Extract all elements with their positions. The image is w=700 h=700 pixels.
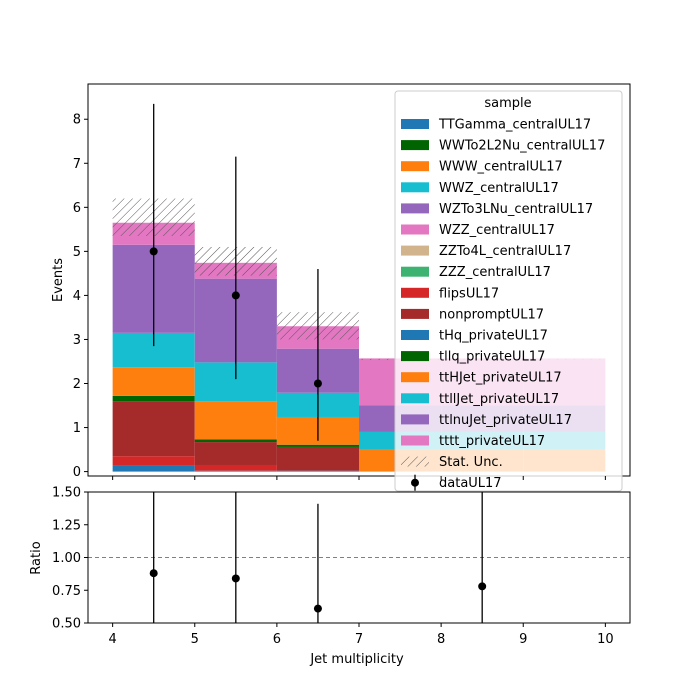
legend-label: ttllJet_privateUL17: [439, 392, 559, 407]
legend-frame: [394, 90, 623, 492]
legend-swatch: [401, 119, 429, 129]
histogram-bar: [112, 456, 195, 466]
legend-swatch: [401, 351, 429, 362]
legend-label: ttlnuJet_privateUL17: [439, 413, 572, 428]
ratio-y-tick-label: 1.25: [52, 518, 81, 533]
legend-label: ZZZ_centralUL17: [439, 265, 551, 280]
main-y-tick-label: 5: [73, 245, 81, 260]
histogram-bar: [112, 395, 195, 402]
legend-swatch: [401, 435, 429, 446]
histogram-bar: [112, 367, 195, 396]
legend-swatch: [401, 287, 429, 298]
legend-swatch: [401, 330, 429, 340]
ratio-y-tick-label: 1.00: [52, 551, 81, 566]
ratio-point: [313, 604, 322, 613]
histogram-bar: [194, 442, 277, 465]
legend-swatch: [401, 308, 429, 319]
x-tick-label: 7: [355, 632, 363, 647]
legend-title: sample: [484, 96, 531, 111]
legend-swatch: [401, 456, 429, 467]
data-point: [313, 379, 322, 388]
legend-label: tHq_privateUL17: [439, 329, 548, 344]
ratio-y-tick-label: 1.50: [52, 486, 81, 501]
main-y-tick-label: 1: [73, 421, 81, 436]
x-tick-label: 8: [437, 632, 445, 647]
legend-label: WZZ_centralUL17: [439, 223, 555, 238]
legend: sample TTGamma_centralUL17 WWTo2L2Nu_cent…: [394, 90, 623, 492]
legend-label: ZZTo4L_centralUL17: [439, 244, 571, 259]
histogram-bar: [194, 464, 277, 471]
histogram-bar: [276, 470, 359, 472]
legend-swatch: [401, 182, 429, 193]
legend-swatch: [401, 372, 429, 383]
legend-label: WZTo3LNu_centralUL17: [439, 202, 593, 217]
histogram-bar: [194, 401, 277, 440]
main-y-tick-label: 3: [73, 333, 81, 348]
x-tick-label: 6: [273, 632, 281, 647]
legend-swatch: [401, 393, 429, 404]
x-tick-label: 4: [108, 632, 116, 647]
ratio-point: [478, 582, 487, 591]
legend-entries: TTGamma_centralUL17 WWTo2L2Nu_centralUL17…: [401, 118, 605, 491]
data-point: [149, 247, 158, 256]
ratio-panel: 0.50 0.75 1.00 1.25 1.50 4 5 6 7 8 9 10 Ratio Jet …: [29, 476, 631, 667]
data-point: [231, 291, 240, 300]
ratio-y-tick-label: 0.50: [52, 617, 81, 632]
legend-swatch: [401, 140, 429, 151]
main-y-tick-label: 2: [73, 377, 81, 392]
x-ticks: 4 5 6 7 8 9 10: [108, 476, 614, 647]
ratio-y-axis-label: Ratio: [29, 541, 44, 574]
legend-label: nonpromptUL17: [439, 307, 544, 322]
ratio-y-tick-label: 0.75: [52, 584, 81, 599]
histogram-bar: [194, 470, 277, 472]
main-y-tick-label: 8: [73, 113, 81, 128]
x-axis-label: Jet multiplicity: [309, 652, 404, 667]
histogram-bar: [112, 465, 195, 472]
legend-label: ttHJet_privateUL17: [439, 371, 562, 386]
main-y-tick-label: 0: [73, 465, 81, 480]
legend-label: Stat. Unc.: [439, 455, 503, 470]
ratio-y-ticks: 0.50 0.75 1.00 1.25 1.50: [52, 486, 88, 632]
histogram-bar: [276, 446, 359, 471]
main-y-axis-label: Events: [51, 258, 66, 302]
legend-swatch: [401, 203, 429, 214]
legend-swatch: [401, 414, 429, 425]
histogram-bar: [194, 439, 277, 443]
legend-label: flipsUL17: [439, 286, 499, 301]
legend-label: tttt_privateUL17: [439, 434, 545, 449]
main-y-ticks: 0 1 2 3 4 5 6 7 8: [73, 113, 88, 480]
legend-swatch: [401, 266, 429, 277]
histogram-bar: [112, 401, 195, 457]
histogram-bar: [276, 444, 359, 447]
ratio-point: [231, 574, 240, 583]
legend-swatch: [401, 245, 429, 256]
x-tick-label: 9: [519, 632, 527, 647]
legend-swatch: [401, 224, 429, 235]
legend-label: tllq_privateUL17: [439, 350, 545, 365]
legend-label: WWZ_centralUL17: [439, 181, 559, 196]
main-y-tick-label: 7: [73, 157, 81, 172]
data-points: [149, 103, 322, 441]
legend-label: dataUL17: [439, 476, 502, 491]
ratio-points: [149, 492, 487, 623]
legend-label: WWTo2L2Nu_centralUL17: [439, 139, 605, 154]
main-y-tick-label: 4: [73, 289, 81, 304]
x-tick-label: 10: [597, 632, 614, 647]
x-tick-label: 5: [191, 632, 199, 647]
legend-marker: [411, 478, 419, 487]
legend-label: TTGamma_centralUL17: [438, 118, 591, 133]
legend-label: WWW_centralUL17: [439, 160, 563, 175]
legend-swatch: [401, 161, 429, 172]
ratio-point: [149, 569, 158, 578]
main-y-tick-label: 6: [73, 201, 81, 216]
